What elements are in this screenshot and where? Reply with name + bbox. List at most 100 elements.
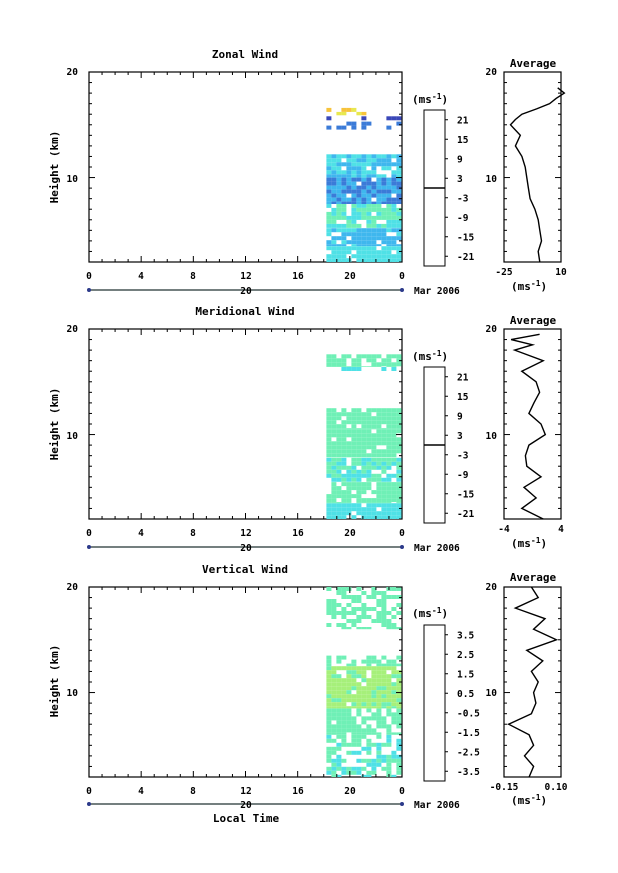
vertical-colorbar: (ms-1) 3.5 2.5 1.5 0.5 -0.5 -1.5 -2.5 -3.5 — [412, 606, 480, 782]
heatmap-cell — [391, 441, 397, 446]
heatmap-cell — [381, 607, 387, 611]
heatmap-cell — [386, 445, 392, 450]
heatmap-cell — [356, 728, 362, 733]
heatmap-cell — [346, 465, 352, 470]
heatmap-cell — [361, 211, 367, 216]
heatmap-cell — [356, 174, 362, 178]
heatmap-cell — [381, 702, 387, 707]
heatmap-cell — [326, 603, 332, 607]
heatmap-cell — [391, 408, 397, 413]
heatmap-cell — [366, 708, 372, 713]
heatmap-cell — [326, 197, 332, 202]
heatmap-cell — [326, 461, 332, 466]
heatmap-cell — [356, 482, 362, 487]
heatmap-cell — [381, 215, 387, 220]
heatmap-cell — [326, 428, 332, 430]
heatmap-cell — [356, 420, 362, 425]
zonal-xtick-20: 20 — [344, 271, 356, 282]
heatmap-cell — [366, 498, 372, 503]
colorbar-tick-label: -9 — [457, 470, 469, 481]
heatmap-cell — [391, 623, 397, 627]
heatmap-cell — [376, 591, 382, 595]
heatmap-cell — [341, 437, 347, 442]
heatmap-cell — [361, 607, 367, 611]
heatmap-cell — [331, 712, 337, 717]
heatmap-cell — [336, 429, 342, 434]
heatmap-cell — [341, 482, 347, 487]
heatmap-cell — [376, 724, 382, 729]
heatmap-cell — [336, 758, 342, 763]
heatmap-cell — [391, 189, 397, 194]
heatmap-cell — [391, 587, 397, 591]
heatmap-cell — [371, 742, 377, 747]
heatmap-cell — [366, 424, 372, 429]
heatmap-cell — [376, 498, 382, 503]
heatmap-cell — [331, 706, 337, 709]
heatmap-cell — [356, 211, 362, 216]
heatmap-cell — [331, 240, 337, 245]
heatmap-cell — [371, 473, 377, 478]
heatmap-cell — [331, 197, 337, 202]
heatmap-cell — [376, 615, 382, 619]
heatmap-cell — [341, 240, 347, 245]
heatmap-cell — [371, 207, 377, 212]
heatmap-cell — [356, 250, 362, 255]
heatmap-cell — [351, 232, 357, 237]
heatmap-cell — [341, 712, 347, 717]
heatmap-cell — [396, 424, 402, 429]
heatmap-cell — [341, 770, 347, 775]
heatmap-cell — [396, 482, 402, 487]
heatmap-cell — [356, 254, 362, 259]
heatmap-cell — [361, 674, 367, 679]
heatmap-cell — [396, 682, 402, 687]
heatmap-cell — [396, 170, 402, 175]
vertical-xtick-12: 12 — [240, 786, 251, 797]
heatmap-cell — [366, 420, 372, 425]
heatmap-cell — [341, 457, 347, 462]
heatmap-cell — [356, 223, 362, 228]
heatmap-cell — [386, 449, 392, 454]
heatmap-cell — [336, 682, 342, 687]
heatmap-cell — [331, 503, 337, 508]
heatmap-cell — [391, 482, 397, 487]
heatmap-cell — [366, 738, 372, 743]
heatmap-cell — [336, 587, 342, 591]
heatmap-cell — [371, 189, 377, 194]
zonal-avg-xtick-max: 10 — [555, 267, 567, 278]
heatmap-cell — [376, 236, 382, 241]
vertical-ytick-10: 10 — [67, 688, 79, 699]
heatmap-cell — [346, 154, 352, 159]
heatmap-cell — [386, 162, 392, 167]
heatmap-cell — [361, 611, 367, 615]
heatmap-cell — [351, 742, 357, 747]
heatmap-cell — [376, 189, 382, 194]
heatmap-cell — [391, 750, 397, 755]
heatmap-cell — [326, 746, 332, 751]
heatmap-cell — [386, 686, 392, 691]
heatmap-cell — [386, 659, 392, 664]
heatmap-cell — [396, 770, 402, 775]
heatmap-cell — [351, 720, 357, 725]
heatmap-cell — [396, 207, 402, 212]
heatmap-cell — [356, 627, 362, 630]
heatmap-cell — [391, 246, 397, 251]
heatmap-cell — [376, 441, 382, 446]
heatmap-cell — [356, 185, 362, 190]
heatmap-cell — [396, 655, 402, 660]
colorbar-tick-label: 9 — [457, 411, 463, 422]
vertical-xtick-8: 8 — [190, 786, 196, 797]
heatmap-cell — [346, 240, 352, 245]
heatmap-cell — [371, 362, 377, 367]
heatmap-cell — [366, 193, 372, 198]
heatmap-cell — [356, 367, 362, 371]
heatmap-cell — [391, 473, 397, 478]
vertical-xticklabels: 0 4 8 12 16 20 0 — [86, 786, 405, 797]
heatmap-cell — [381, 754, 387, 759]
heatmap-cell — [326, 663, 332, 667]
colorbar-tick-label: 9 — [457, 154, 463, 165]
heatmap-cell — [376, 611, 382, 615]
heatmap-cell — [326, 674, 332, 679]
heatmap-cell — [366, 503, 372, 508]
heatmap-cell — [341, 494, 347, 499]
heatmap-cell — [331, 607, 337, 611]
